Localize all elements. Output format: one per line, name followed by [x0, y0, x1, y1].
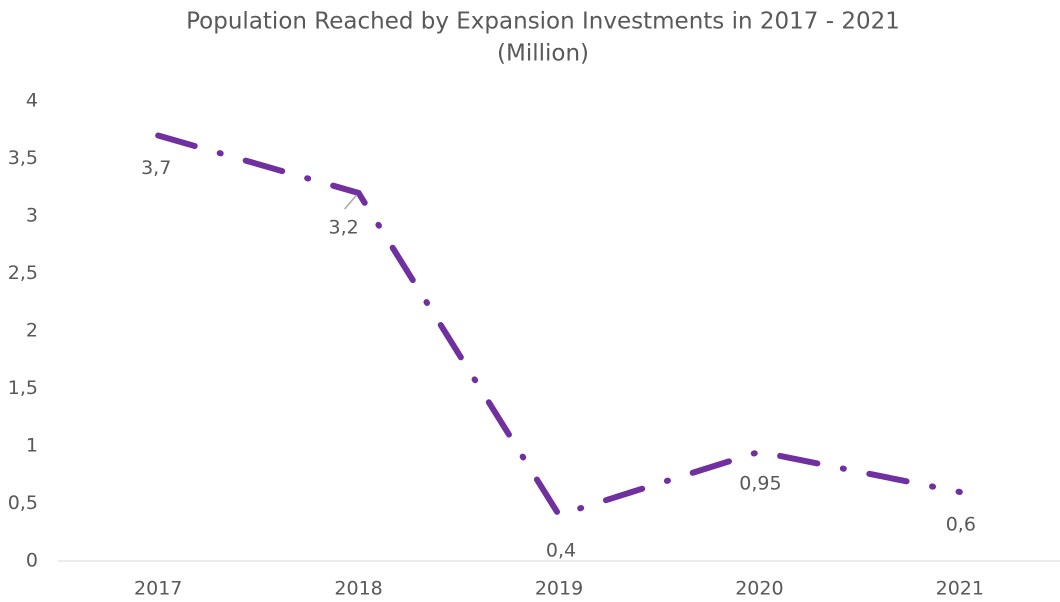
y-tick-label: 1	[26, 435, 38, 457]
y-tick-label: 2	[26, 320, 38, 342]
line	[155, 132, 963, 519]
data-label: 0,95	[739, 472, 781, 494]
x-tick-label: 2021	[936, 578, 984, 600]
y-tick-label: 3	[26, 205, 38, 227]
y-tick-label: 0,5	[8, 492, 38, 514]
x-tick-label: 2018	[334, 578, 382, 600]
data-label: 0,4	[546, 540, 576, 562]
chart-subtitle: (Million)	[497, 41, 589, 67]
x-tick-label: 2019	[535, 578, 583, 600]
y-tick-label: 4	[26, 90, 38, 112]
leader-line	[344, 194, 358, 210]
chart-title: Population Reached by Expansion Investme…	[186, 9, 900, 35]
x-tick-label: 2020	[735, 578, 783, 600]
x-tick-label: 2017	[134, 578, 182, 600]
y-tick-label: 1,5	[8, 377, 38, 399]
data-label: 0,6	[946, 514, 976, 536]
data-label: 3,7	[141, 157, 171, 179]
y-tick-label: 2,5	[8, 262, 38, 284]
y-tick-label: 3,5	[8, 147, 38, 169]
data-label: 3,2	[328, 217, 358, 239]
y-tick-label: 0	[26, 550, 38, 572]
